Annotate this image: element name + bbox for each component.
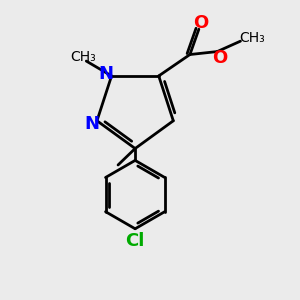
Text: CH₃: CH₃ [70,50,96,64]
Text: CH₃: CH₃ [239,31,265,45]
Text: O: O [213,49,228,67]
Text: Cl: Cl [125,232,145,250]
Text: N: N [84,115,99,133]
Text: O: O [193,14,208,32]
Text: N: N [99,65,114,83]
